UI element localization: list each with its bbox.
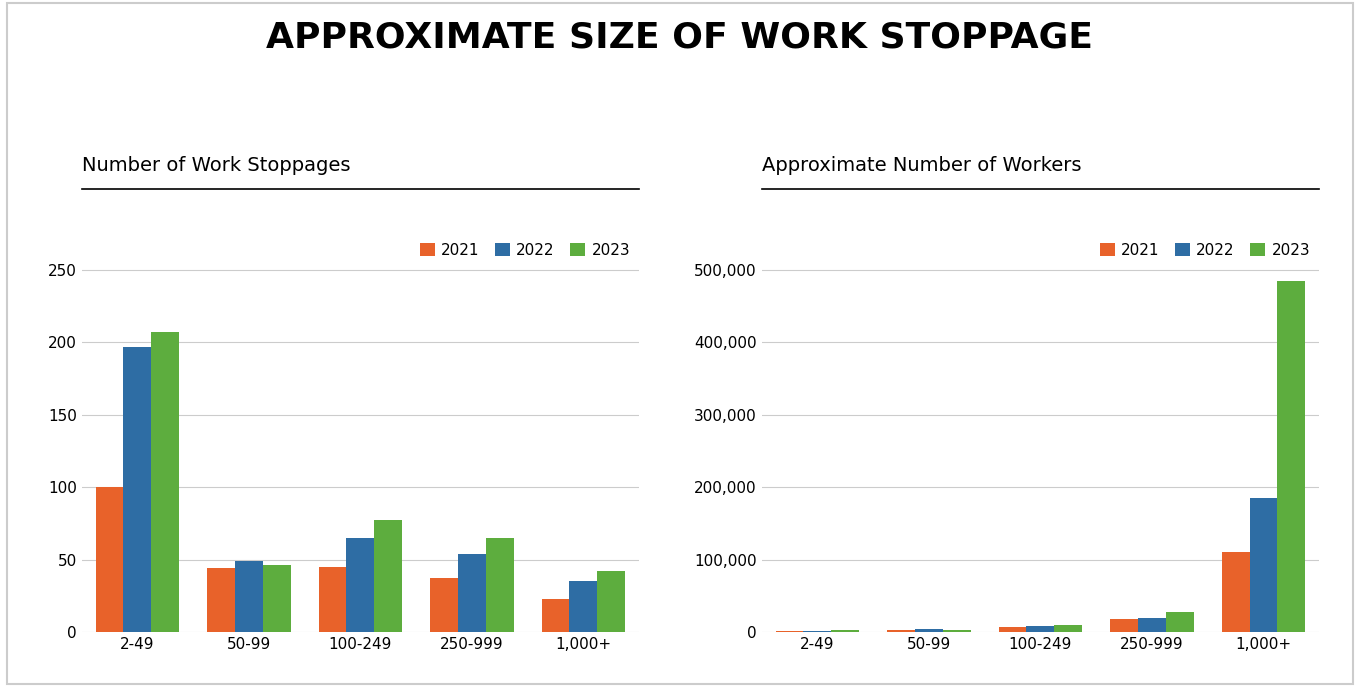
Bar <box>570 581 597 632</box>
Bar <box>430 578 458 632</box>
Bar <box>486 538 514 632</box>
Bar <box>597 571 626 632</box>
Bar <box>374 521 403 632</box>
Bar <box>915 629 942 632</box>
Bar <box>318 567 347 632</box>
Bar <box>775 631 804 632</box>
Bar <box>124 347 151 632</box>
Bar <box>541 598 570 632</box>
Bar <box>1221 552 1250 632</box>
Legend: 2021, 2022, 2023: 2021, 2022, 2023 <box>413 236 636 264</box>
Text: Approximate Number of Workers: Approximate Number of Workers <box>762 156 1081 175</box>
Bar <box>262 565 291 632</box>
Bar <box>95 487 124 632</box>
Bar <box>942 629 971 632</box>
Bar <box>458 554 486 632</box>
Bar <box>207 568 235 632</box>
Bar <box>235 561 262 632</box>
Bar <box>1027 627 1054 632</box>
Text: APPROXIMATE SIZE OF WORK STOPPAGE: APPROXIMATE SIZE OF WORK STOPPAGE <box>267 21 1093 54</box>
Bar <box>804 631 831 632</box>
Bar <box>151 332 180 632</box>
Bar <box>1054 624 1083 632</box>
Bar <box>831 630 860 632</box>
Bar <box>1166 613 1194 632</box>
Bar <box>347 538 374 632</box>
Bar <box>1250 498 1277 632</box>
Bar <box>887 630 915 632</box>
Bar <box>998 627 1027 632</box>
Text: Number of Work Stoppages: Number of Work Stoppages <box>82 156 350 175</box>
Bar <box>1110 619 1138 632</box>
Bar <box>1277 281 1306 632</box>
Bar <box>1138 618 1166 632</box>
Legend: 2021, 2022, 2023: 2021, 2022, 2023 <box>1093 236 1316 264</box>
